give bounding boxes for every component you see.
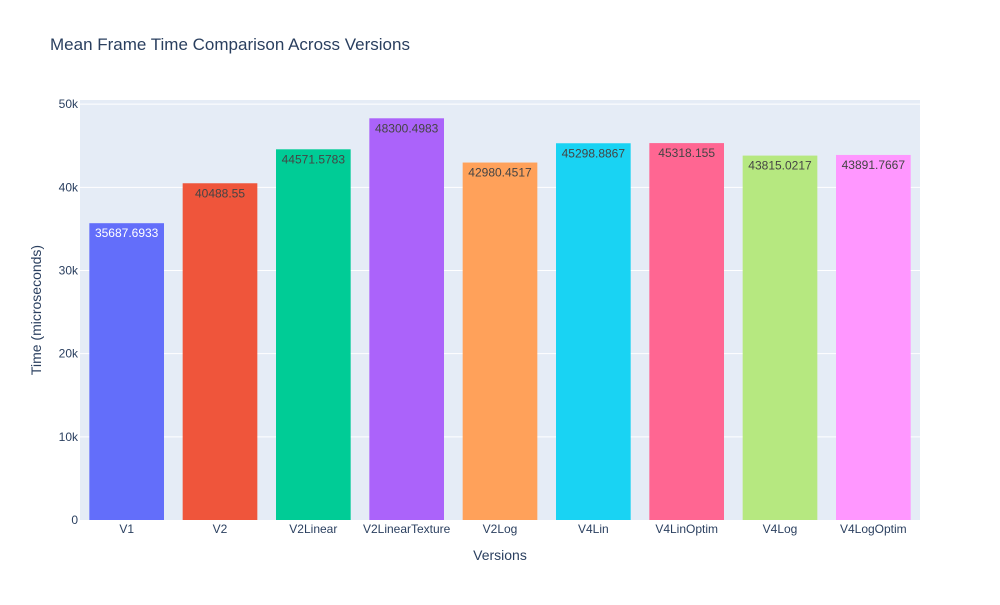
y-tick-label: 10k (59, 430, 79, 444)
x-axis-title: Versions (473, 547, 527, 563)
y-axis-ticks: 0 10k 20k 30k 40k 50k (59, 97, 79, 527)
x-tick-label: V2Log (483, 522, 518, 536)
bars (89, 118, 911, 521)
bar[interactable] (556, 143, 631, 521)
x-tick-label: V4Log (763, 522, 798, 536)
bar-value-label: 35687.6933 (95, 226, 159, 240)
bar-value-label: 48300.4983 (375, 121, 439, 135)
y-tick-label: 20k (59, 347, 79, 361)
x-tick-label: V1 (119, 522, 134, 536)
bar[interactable] (742, 155, 818, 520)
bar-value-label: 44571.5783 (282, 152, 346, 166)
bar[interactable] (182, 183, 258, 520)
bar-value-label: 43815.0217 (748, 159, 812, 173)
x-tick-label: V4LogOptim (840, 522, 907, 536)
bar[interactable] (836, 154, 911, 520)
x-tick-label: V4LinOptim (655, 522, 718, 536)
y-axis-title: Time (microseconds) (28, 245, 44, 375)
y-tick-label: 0 (71, 513, 78, 527)
bar[interactable] (89, 223, 164, 520)
x-tick-label: V2 (213, 522, 228, 536)
bar-value-label: 42980.4517 (468, 166, 532, 180)
y-tick-label: 40k (59, 180, 79, 194)
bar-value-label: 43891.7667 (842, 158, 906, 172)
bar[interactable] (369, 118, 444, 521)
chart-title: Mean Frame Time Comparison Across Versio… (50, 35, 410, 54)
x-tick-label: V2Linear (289, 522, 337, 536)
bar[interactable] (462, 162, 538, 520)
bar-value-label: 40488.55 (195, 186, 245, 200)
x-axis-ticks: V1 V2 V2Linear V2LinearTexture V2Log V4Lin V4L… (119, 522, 906, 536)
y-tick-label: 50k (59, 97, 79, 111)
x-tick-label: V4Lin (578, 522, 609, 536)
bar[interactable] (276, 149, 351, 521)
data-labels: 35687.6933 40488.55 44571.5783 48300.4983 42… (95, 121, 905, 240)
y-tick-label: 30k (59, 263, 79, 277)
x-tick-label: V2LinearTexture (363, 522, 451, 536)
bar[interactable] (649, 143, 724, 520)
bar-value-label: 45298.8867 (562, 146, 626, 160)
bar-value-label: 45318.155 (658, 146, 715, 160)
